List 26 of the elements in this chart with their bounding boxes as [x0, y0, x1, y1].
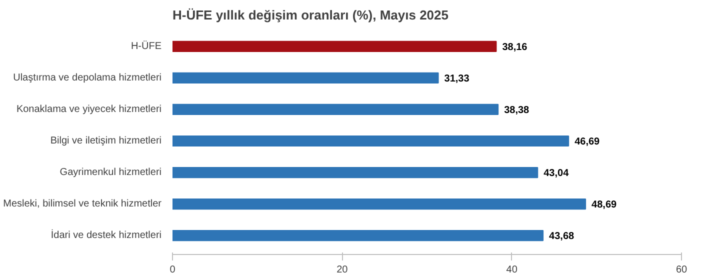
- data-label: 46,69: [574, 136, 600, 148]
- bar: [172, 104, 499, 116]
- x-tick-label: 20: [336, 264, 348, 275]
- y-tick-label: H-ÜFE: [130, 40, 162, 52]
- y-tick-label: Mesleki, bilimsel ve teknik hizmetler: [3, 198, 162, 210]
- y-tick-label: Konaklama ve yiyecek hizmetleri: [16, 104, 162, 115]
- y-tick-label: Bilgi ve iletişim hizmetleri: [50, 136, 162, 146]
- data-label: 38,38: [504, 104, 530, 116]
- bar: [172, 72, 439, 84]
- bar: [172, 40, 497, 52]
- data-label: 31,33: [444, 73, 470, 84]
- x-tick-label: 60: [676, 264, 688, 275]
- y-tick-label: Gayrimenkul hizmetleri: [60, 167, 162, 178]
- x-tick-label: 0: [170, 264, 176, 275]
- data-label: 38,16: [502, 42, 528, 53]
- y-tick-label: İdari ve destek hizmetleri: [50, 229, 162, 242]
- data-label: 48,69: [592, 200, 618, 211]
- bar: [172, 135, 570, 147]
- chart-title: H-ÜFE yıllık değişim oranları (%), Mayıs 2025: [172, 8, 448, 22]
- bar: [172, 230, 544, 242]
- data-label: 43,04: [544, 168, 570, 180]
- y-tick-label: Ulaştırma ve depolama hizmetleri: [13, 72, 162, 84]
- x-tick-label: 40: [506, 264, 518, 275]
- bar: [172, 198, 586, 210]
- bar: [172, 166, 538, 178]
- data-label: 43,68: [549, 231, 575, 242]
